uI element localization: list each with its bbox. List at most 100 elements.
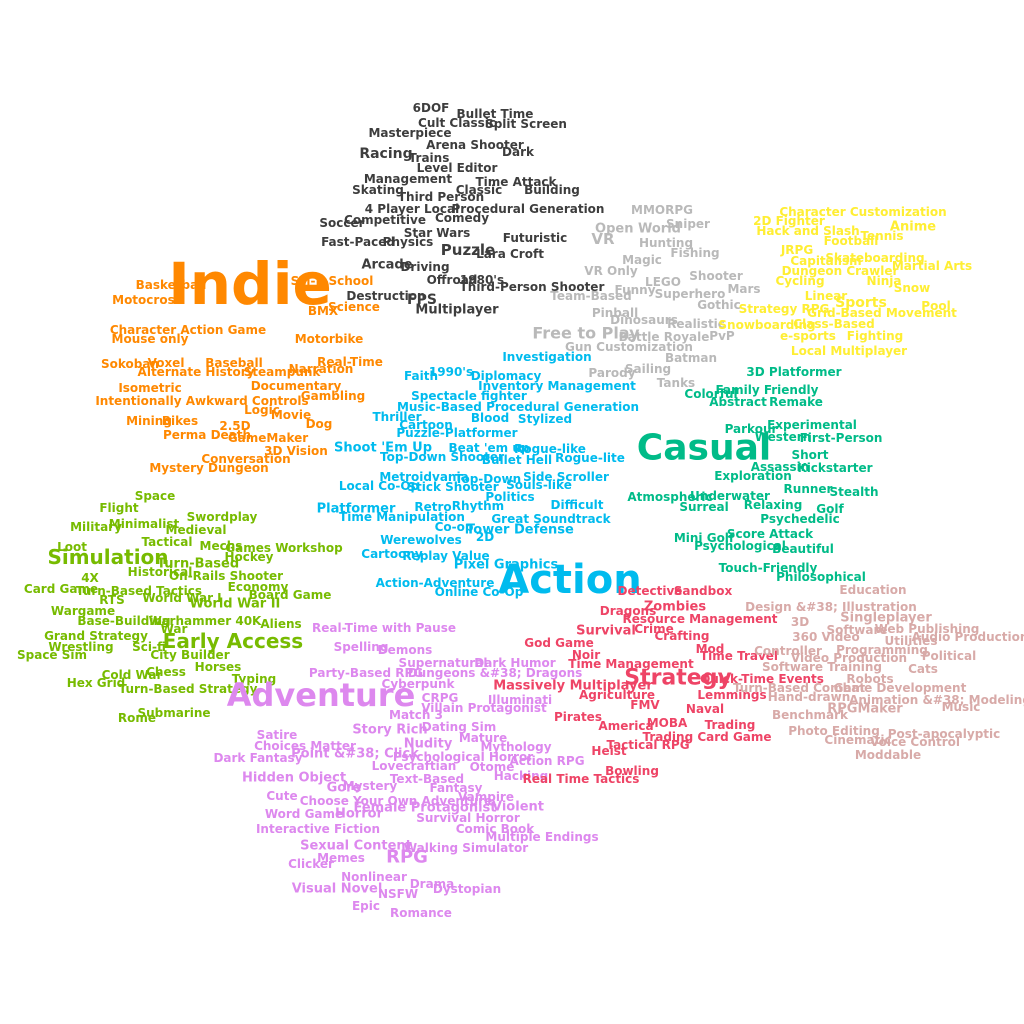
tag-word: Action RPG [509, 754, 584, 768]
tag-word: Hacking [494, 769, 548, 783]
tag-word: Simulation [47, 545, 168, 569]
tag-word: 1980's [460, 273, 504, 287]
tag-word: Investigation [502, 350, 591, 364]
tag-word: Zombies [644, 600, 706, 615]
tag-word: Faith [404, 369, 438, 383]
tag-word: Soccer [319, 216, 364, 230]
tag-word: Surreal [679, 500, 728, 514]
tag-word: RPG [386, 847, 428, 868]
tag-word: Crafting [654, 629, 709, 643]
tag-word: Western [755, 430, 811, 444]
tag-word: Mining [126, 414, 172, 428]
tag-word: Flight [99, 501, 139, 515]
tag-word: Abstract [709, 395, 767, 409]
tag-word: 2D Fighter [753, 214, 825, 228]
tag-word: Dystopian [433, 882, 501, 896]
tag-word: Politics [485, 490, 534, 504]
tag-word: VR [591, 230, 615, 248]
tag-word: Sexual Content [300, 839, 412, 854]
tag-word: Cyberpunk [382, 677, 456, 691]
tag-word: Cold War [102, 668, 163, 682]
tag-word: Hack and Slash [756, 224, 859, 238]
tag-word: Programming [836, 643, 928, 657]
tag-word: Gore [327, 781, 362, 796]
tag-word: Cartoon [399, 418, 453, 432]
tag-word: Touch-Friendly [719, 561, 818, 575]
tag-word: Crime [634, 622, 673, 636]
tag-word: Web Publishing [875, 622, 980, 636]
tag-word: RTS [99, 593, 125, 607]
tag-word: Mini Golf [674, 531, 735, 545]
tag-word: VR Only [584, 264, 638, 278]
tag-word: Gothic [697, 298, 741, 312]
tag-word: Building [524, 183, 580, 197]
tag-word: Software [826, 623, 887, 637]
tag-word: Political [922, 649, 976, 663]
tag-word: Great Soundtrack [491, 512, 611, 526]
tag-word: Medieval [166, 523, 227, 537]
tag-word: Spectacle fighter [411, 389, 527, 403]
tag-word: Realistic [667, 317, 725, 331]
tag-word: Rhythm [452, 499, 504, 513]
tag-word: Baseball [205, 356, 262, 370]
tag-word: Dark [502, 145, 535, 159]
tag-word: Moddable [855, 748, 921, 762]
tag-word: Level Editor [417, 161, 498, 175]
tag-word: Third Person [398, 190, 484, 204]
tag-word: Parody [588, 366, 635, 380]
tag-word: Music-Based Procedural Generation [397, 400, 639, 414]
tag-word: e-sports [780, 329, 836, 343]
tag-word: Runner [784, 482, 833, 496]
tag-word: Naval [686, 702, 724, 716]
tag-word: Split Screen [485, 117, 567, 131]
tag-word: America [598, 719, 653, 733]
tag-word: Mature [459, 731, 507, 745]
tag-word: Platformer [317, 502, 396, 517]
tag-word: Sailing [625, 362, 671, 376]
tag-word: Animation &#38; Modeling [849, 693, 1024, 707]
tag-word: Tactical [141, 535, 192, 549]
tag-word: Sokoban [101, 357, 159, 371]
tag-word: God Game [524, 636, 593, 650]
tag-word: Anime [890, 220, 936, 235]
tag-word: Chess [146, 665, 186, 679]
tag-word: Blood [471, 411, 509, 425]
tag-word: Cats [908, 662, 938, 676]
tag-word: Ninja [867, 274, 902, 288]
tag-word: Controller [754, 644, 822, 658]
tag-word: Massively Multiplayer [493, 679, 653, 694]
tag-word: Base-Building [77, 614, 170, 628]
tag-word: Multiple Endings [485, 830, 598, 844]
tag-word: Utilities [885, 634, 938, 648]
tag-word: 4 Player Local [365, 202, 459, 216]
tag-word: 1990's [429, 365, 473, 379]
tag-word: Motocross [112, 293, 182, 307]
tag-word: Stick Shooter [407, 480, 498, 494]
tag-word: Stealth [829, 485, 878, 499]
tag-word: CRPG [422, 691, 459, 705]
tag-word: Voice Control [870, 735, 960, 749]
tag-word: Cycling [775, 274, 824, 288]
tag-word: Star Wars [404, 226, 471, 240]
tag-word: Inventory Management [478, 379, 636, 393]
tag-word: Match 3 [389, 708, 443, 722]
tag-word: Grand Strategy [44, 629, 148, 643]
tag-word: Dating Sim [422, 720, 496, 734]
tag-word: Character Customization [779, 205, 946, 219]
tag-word: Documentary [251, 379, 342, 393]
tag-word: City Builder [150, 648, 229, 662]
tag-word: Cinematic [824, 733, 891, 747]
tag-word: Free to Play [532, 324, 640, 343]
tag-word: Pool [921, 299, 950, 313]
tag-word: Tower Defense [466, 523, 574, 538]
tag-word: Pinball [592, 306, 638, 320]
tag-word: Psychedelic [760, 512, 839, 526]
tag-word: Sandbox [674, 584, 733, 598]
tag-word: Real Time Tactics [523, 772, 640, 786]
tag-word: PvP [709, 329, 735, 343]
tag-word: Remake [769, 395, 823, 409]
tag-word: Mouse only [112, 332, 189, 346]
tag-word: 6DOF [413, 101, 450, 115]
